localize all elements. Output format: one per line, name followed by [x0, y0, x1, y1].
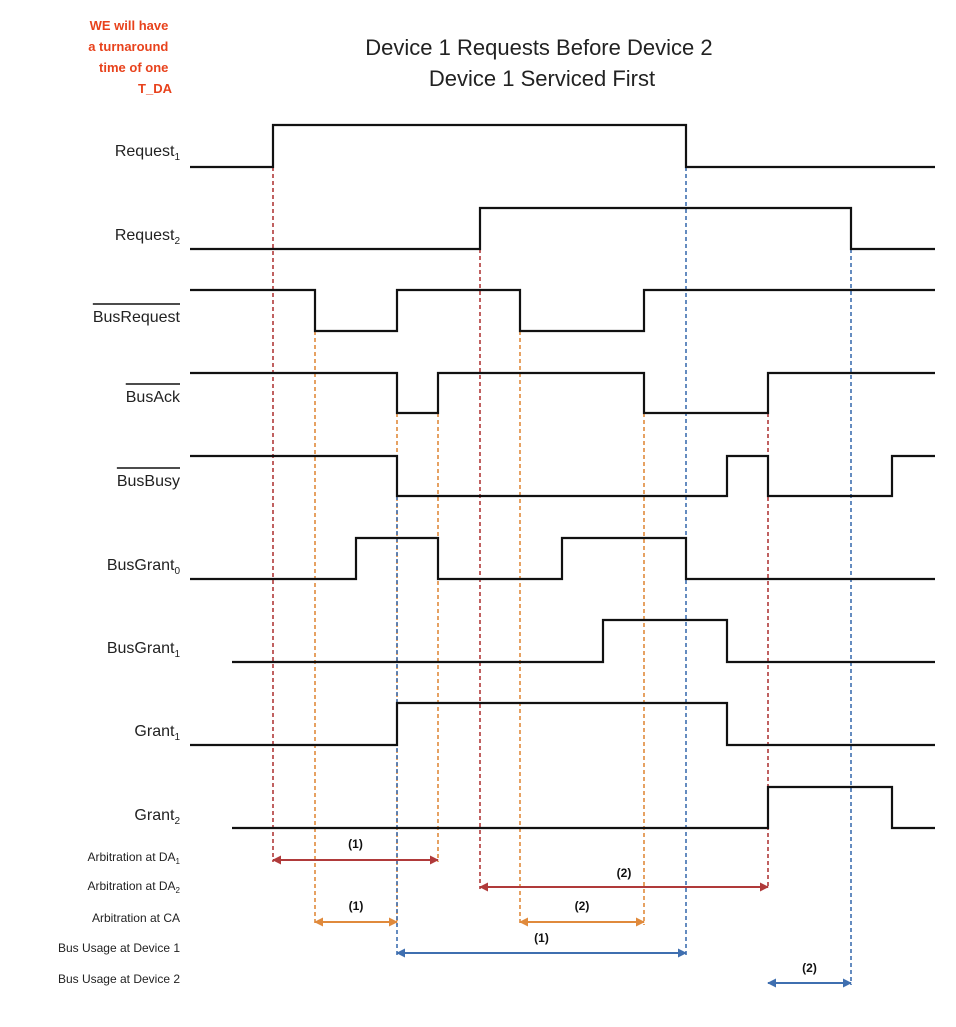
- signal-label-request-2: Request2: [115, 227, 181, 247]
- interval-row-label-1: Arbitration at DA1: [88, 850, 181, 866]
- waveform-grant-2: [232, 785, 935, 830]
- waveform-request-2: [190, 206, 935, 251]
- waveform-busack: [190, 371, 935, 415]
- interval-label-5: (1): [534, 931, 549, 945]
- interval-row-label-5: Bus Usage at Device 1: [58, 941, 180, 955]
- waveform-busgrant-0: [190, 536, 935, 581]
- waveform-busbusy: [190, 454, 935, 498]
- interval-label-6: (2): [802, 961, 817, 975]
- interval-label-2: (2): [617, 866, 632, 880]
- interval-row-label-3: Arbitration at CA: [92, 911, 180, 925]
- interval-arrows: (1) (2) (1) (2) (1) (2) Arbitration at DA1 Arbi…: [58, 837, 852, 988]
- signal-label-grant-1: Grant1: [134, 723, 180, 743]
- waveform-grant-1: [190, 701, 935, 747]
- interval-label-4: (2): [575, 899, 590, 913]
- waveform-busrequest: [190, 288, 935, 333]
- signal-label-grant-2: Grant2: [134, 807, 180, 827]
- turnaround-note: WE will have a turnaround time of one T_…: [88, 18, 172, 96]
- signal-label-busgrant-0: BusGrant0: [107, 557, 181, 577]
- waveforms: [190, 123, 935, 830]
- interval-label-3: (1): [349, 899, 364, 913]
- waveform-request-1: [190, 123, 935, 169]
- signal-label-busgrant-1: BusGrant1: [107, 640, 181, 660]
- signal-label-busack: BusAck: [126, 389, 181, 406]
- waveform-busgrant-1: [232, 618, 935, 664]
- interval-row-label-6: Bus Usage at Device 2: [58, 972, 180, 986]
- signal-label-request-1: Request1: [115, 143, 181, 163]
- interval-row-label-2: Arbitration at DA2: [88, 879, 181, 895]
- signal-labels: Request1 Request2 BusRequest BusAck BusBusy B…: [92, 143, 181, 827]
- signal-label-busrequest: BusRequest: [93, 309, 181, 326]
- signal-label-busbusy: BusBusy: [117, 473, 180, 490]
- interval-label-1: (1): [348, 837, 363, 851]
- diagram-title: Device 1 Requests Before Device 2 Device…: [365, 35, 718, 91]
